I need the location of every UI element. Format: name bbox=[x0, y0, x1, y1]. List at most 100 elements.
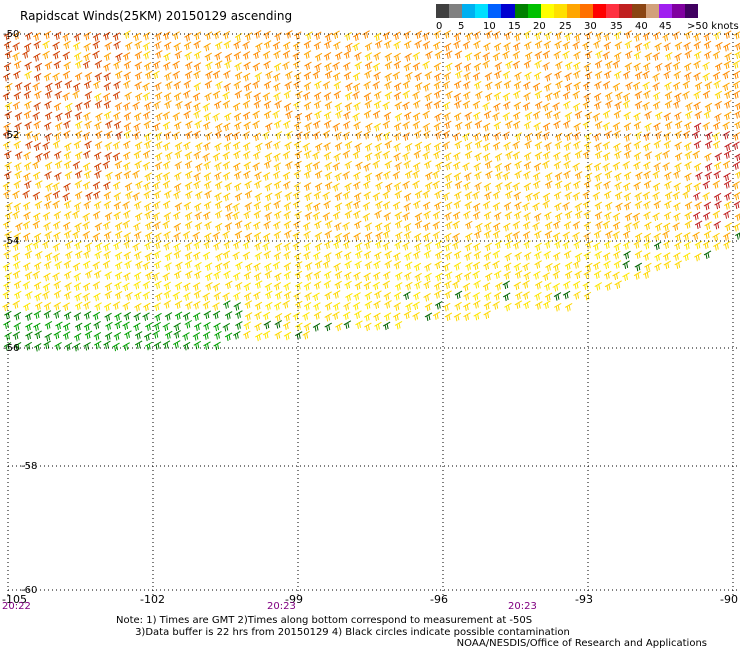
wind-barb bbox=[454, 180, 463, 190]
wind-barb bbox=[273, 221, 281, 230]
wind-barb bbox=[273, 251, 282, 261]
wind-barb bbox=[652, 91, 661, 101]
wind-barb bbox=[94, 340, 102, 350]
wind-barb bbox=[444, 312, 453, 322]
wind-barb bbox=[82, 131, 91, 141]
wind-barb bbox=[153, 321, 161, 331]
wind-barb bbox=[324, 62, 332, 72]
wind-barb bbox=[334, 280, 342, 290]
wind-barb bbox=[254, 280, 263, 289]
wind-barb bbox=[123, 130, 132, 139]
wind-barb bbox=[263, 40, 272, 49]
footnotes: Note: 1) Times are GMT 2)Times along bot… bbox=[116, 615, 570, 638]
wind-barb bbox=[332, 302, 341, 311]
wind-barb bbox=[144, 341, 153, 351]
wind-barb bbox=[314, 260, 323, 269]
wind-barb bbox=[283, 251, 291, 260]
wind-barb bbox=[134, 160, 142, 169]
wind-barb bbox=[163, 290, 172, 299]
wind-barb bbox=[514, 270, 523, 279]
wind-barb bbox=[125, 191, 133, 200]
wind-barb bbox=[325, 220, 333, 229]
wind-barb bbox=[74, 292, 82, 302]
wind-barb bbox=[324, 312, 332, 322]
wind-barb bbox=[23, 302, 31, 312]
wind-barb bbox=[524, 51, 533, 61]
wind-barb bbox=[542, 200, 550, 209]
wind-barb bbox=[693, 122, 702, 132]
wind-barb bbox=[44, 100, 52, 110]
wind-barb bbox=[393, 82, 402, 92]
wind-barb bbox=[353, 210, 361, 219]
wind-barb bbox=[103, 111, 112, 120]
wind-barb bbox=[504, 232, 513, 241]
wind-barb bbox=[414, 280, 422, 290]
wind-barb bbox=[324, 161, 332, 171]
wind-barb bbox=[204, 52, 212, 62]
time-label: 20:23 bbox=[508, 601, 537, 612]
wind-barb bbox=[502, 280, 510, 290]
wind-barb bbox=[342, 232, 351, 241]
wind-barb bbox=[104, 142, 112, 151]
wind-barb bbox=[24, 341, 32, 351]
wind-barb bbox=[604, 282, 613, 291]
wind-barb bbox=[183, 292, 191, 301]
wind-barb bbox=[175, 261, 183, 271]
wind-barb bbox=[123, 80, 131, 89]
wind-barb bbox=[293, 140, 302, 150]
wind-barb bbox=[592, 261, 601, 271]
wind-barb bbox=[94, 72, 103, 81]
wind-barb bbox=[172, 60, 180, 70]
wind-barb bbox=[603, 260, 611, 270]
wind-barb bbox=[174, 300, 183, 309]
wind-barb bbox=[563, 250, 572, 259]
wind-barb bbox=[3, 190, 11, 199]
wind-barb bbox=[364, 172, 373, 182]
wind-barb bbox=[692, 231, 700, 241]
wind-barb bbox=[194, 322, 202, 331]
wind-barb bbox=[504, 252, 512, 262]
wind-barb bbox=[323, 142, 331, 151]
wind-barb bbox=[5, 202, 13, 211]
wind-barb bbox=[123, 311, 131, 321]
wind-barb bbox=[263, 220, 271, 230]
map-title: Rapidscat Winds(25KM) 20150129 ascending bbox=[20, 9, 293, 23]
wind-barb bbox=[154, 312, 162, 322]
wind-barb bbox=[724, 100, 732, 109]
wind-barb bbox=[24, 100, 32, 110]
wind-barb bbox=[63, 40, 71, 50]
wind-barb bbox=[23, 42, 32, 52]
wind-barb bbox=[595, 50, 603, 59]
wind-barb bbox=[293, 182, 302, 191]
wind-barb bbox=[373, 52, 381, 61]
legend-label: 20 bbox=[533, 21, 546, 32]
wind-barb bbox=[214, 192, 222, 201]
wind-barb bbox=[404, 53, 412, 62]
wind-barb bbox=[653, 241, 662, 251]
wind-barb bbox=[424, 160, 432, 169]
wind-barb bbox=[244, 91, 253, 100]
wind-barb bbox=[215, 122, 223, 132]
wind-barb bbox=[193, 62, 202, 71]
wind-barb bbox=[244, 312, 253, 321]
wind-barb bbox=[483, 211, 492, 220]
wind-barb bbox=[13, 261, 21, 270]
wind-barb bbox=[192, 282, 201, 291]
wind-barb bbox=[693, 41, 702, 50]
wind-barb bbox=[362, 30, 370, 39]
wind-barb bbox=[203, 42, 211, 52]
wind-barb bbox=[414, 82, 423, 91]
legend-label: 35 bbox=[610, 21, 623, 32]
wind-barb bbox=[104, 271, 112, 280]
wind-barb bbox=[394, 101, 402, 111]
wind-barb bbox=[364, 300, 373, 310]
wind-barb bbox=[44, 111, 53, 121]
wind-barb bbox=[312, 202, 321, 212]
wind-barb bbox=[632, 220, 640, 230]
wind-barb bbox=[543, 300, 551, 309]
wind-speed-legend: 0 5 10 15 20 25 30 35 40 45 >50 knots bbox=[436, 4, 739, 34]
wind-barb bbox=[374, 210, 382, 219]
wind-barb bbox=[444, 173, 452, 182]
wind-barb bbox=[393, 40, 401, 50]
wind-barb bbox=[94, 100, 103, 109]
